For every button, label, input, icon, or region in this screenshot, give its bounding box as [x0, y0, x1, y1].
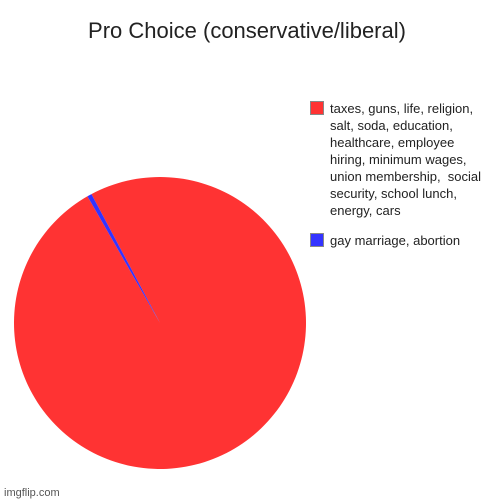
pie-slice [87, 194, 160, 323]
legend-label: gay marriage, abortion [330, 233, 461, 248]
legend-swatch [310, 233, 324, 247]
chart-title: Pro Choice (conservative/liberal) [88, 18, 406, 43]
legend-item: gay marriage, abortion [310, 232, 490, 249]
legend-label: taxes, guns, life, religion, salt, soda,… [330, 101, 485, 218]
legend-item: taxes, guns, life, religion, salt, soda,… [310, 100, 490, 219]
legend-swatch [310, 101, 324, 115]
watermark: imgflip.com [2, 487, 62, 499]
pie-slice [14, 176, 307, 469]
